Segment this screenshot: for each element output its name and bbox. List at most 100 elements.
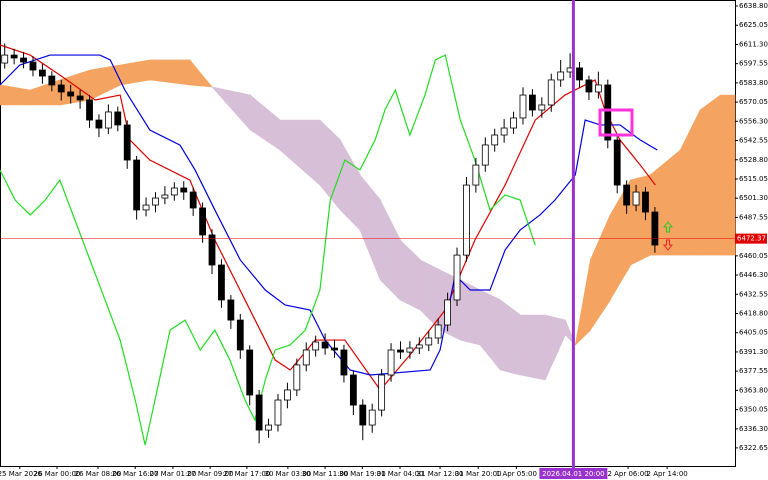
- y-tick-label: 6570.05: [739, 98, 768, 106]
- x-tick-label: 30 Mar 03:00: [265, 470, 312, 478]
- y-tick-label: 6460.05: [739, 252, 768, 260]
- candle-body: [472, 164, 480, 186]
- candle-body: [529, 94, 536, 111]
- cloud-segment: [359, 174, 381, 281]
- y-tick-label: 6528.80: [739, 156, 768, 164]
- x-tick-label: 26 Mar 08:00: [75, 470, 122, 478]
- candle-body: [406, 347, 414, 353]
- time-marker-label: 2026.04.01 20:00: [542, 470, 604, 478]
- candle-body: [39, 69, 46, 77]
- candle-body: [359, 404, 367, 426]
- y-tick-label: 6350.05: [739, 406, 768, 414]
- candle-body: [236, 319, 244, 351]
- candle-body: [613, 139, 621, 186]
- candle-body: [434, 324, 442, 339]
- candle-body: [331, 347, 338, 351]
- candle-body: [604, 84, 612, 141]
- highlight-box: [598, 108, 634, 137]
- candle-body: [246, 349, 254, 396]
- x-tick-label: 1 Apr 05:00: [496, 470, 537, 478]
- x-tick-label: 31 Mar 04:00: [377, 470, 424, 478]
- y-tick-label: 6391.30: [739, 348, 768, 356]
- candle-body: [284, 389, 291, 401]
- candle-body: [142, 204, 150, 211]
- candle-body: [387, 349, 395, 376]
- x-tick-label: 27 Mar 17:00: [224, 470, 271, 478]
- candle-body: [340, 349, 348, 376]
- up-arrow: [662, 221, 674, 233]
- time-marker-tag: [539, 468, 608, 479]
- candle-body: [123, 124, 131, 161]
- candle-body: [312, 341, 320, 351]
- x-tick-label: 26 Mar 16:00: [112, 470, 159, 478]
- x-tick-label: 27 Mar 09:00: [187, 470, 234, 478]
- y-tick-label: 6638.80: [739, 2, 768, 10]
- candle-body: [632, 191, 640, 206]
- candle-body: [133, 159, 141, 211]
- candle-body: [651, 211, 659, 246]
- current-price-label: 6472.37: [737, 235, 766, 243]
- down-arrow: [662, 239, 674, 251]
- y-tick-label: 6432.55: [739, 290, 768, 298]
- candle-body: [227, 299, 235, 321]
- y-tick-label: 6501.30: [739, 194, 768, 202]
- candle-body: [642, 191, 649, 213]
- candle-body: [1, 54, 9, 64]
- cloud-segment: [544, 314, 567, 381]
- y-tick-label: 6336.30: [739, 425, 768, 433]
- candle-body: [302, 349, 310, 366]
- y-tick-label: 6583.80: [739, 79, 768, 87]
- candle-body: [114, 111, 122, 126]
- candle-body: [57, 84, 65, 93]
- y-tick-label: 6597.55: [739, 60, 768, 68]
- cloud-segment: [720, 94, 736, 256]
- y-tick-label: 6542.55: [739, 137, 768, 145]
- candle-body: [481, 144, 489, 166]
- cloud-segment: [590, 214, 611, 331]
- candle-body: [415, 344, 423, 349]
- y-tick-label: 6322.65: [739, 444, 768, 452]
- candle-body: [161, 194, 169, 199]
- candle-body: [585, 79, 593, 93]
- candle-body: [274, 399, 282, 426]
- candle-body: [208, 234, 216, 266]
- candle-body: [67, 91, 75, 97]
- candle-body: [218, 264, 225, 301]
- candle-body: [463, 184, 470, 256]
- x-tick-label: 2 Apr 14:00: [647, 470, 688, 478]
- candle-body: [453, 254, 461, 301]
- cloud-segment: [630, 174, 651, 266]
- candle-body: [349, 374, 357, 406]
- candle-body: [500, 127, 508, 136]
- candle-body: [293, 364, 301, 391]
- candle-body: [491, 134, 499, 146]
- cloud-segment: [699, 94, 722, 256]
- y-tick-label: 6446.30: [739, 271, 768, 279]
- candle-body: [199, 207, 206, 236]
- candle-body: [170, 187, 178, 196]
- candle-body: [594, 84, 602, 93]
- y-tick-label: 6363.80: [739, 386, 768, 394]
- candle-body: [189, 191, 197, 209]
- y-tick-label: 6556.30: [739, 117, 768, 125]
- y-tick-label: 6515.05: [739, 175, 768, 183]
- x-tick-label: 31 Mar 12:00: [417, 470, 464, 478]
- y-tick-label: 6377.55: [739, 367, 768, 375]
- y-tick-label: 6625.05: [739, 21, 768, 29]
- candle-body: [425, 337, 433, 346]
- candle-body: [623, 184, 631, 206]
- candle-body: [10, 54, 18, 59]
- candle-body: [152, 197, 159, 206]
- x-tick-label: 2 Apr 06:00: [607, 470, 648, 478]
- x-tick-label: 25 Mar 2026: [0, 470, 43, 478]
- candle-body: [180, 187, 188, 193]
- candle-body: [576, 67, 583, 81]
- candle-body: [321, 341, 329, 349]
- candle-body: [48, 75, 56, 86]
- candle-body: [265, 424, 272, 431]
- candle-body: [444, 299, 451, 326]
- candle-body: [547, 79, 555, 106]
- x-tick-label: 30 Mar 11:00: [302, 470, 349, 478]
- candle-body: [86, 99, 93, 121]
